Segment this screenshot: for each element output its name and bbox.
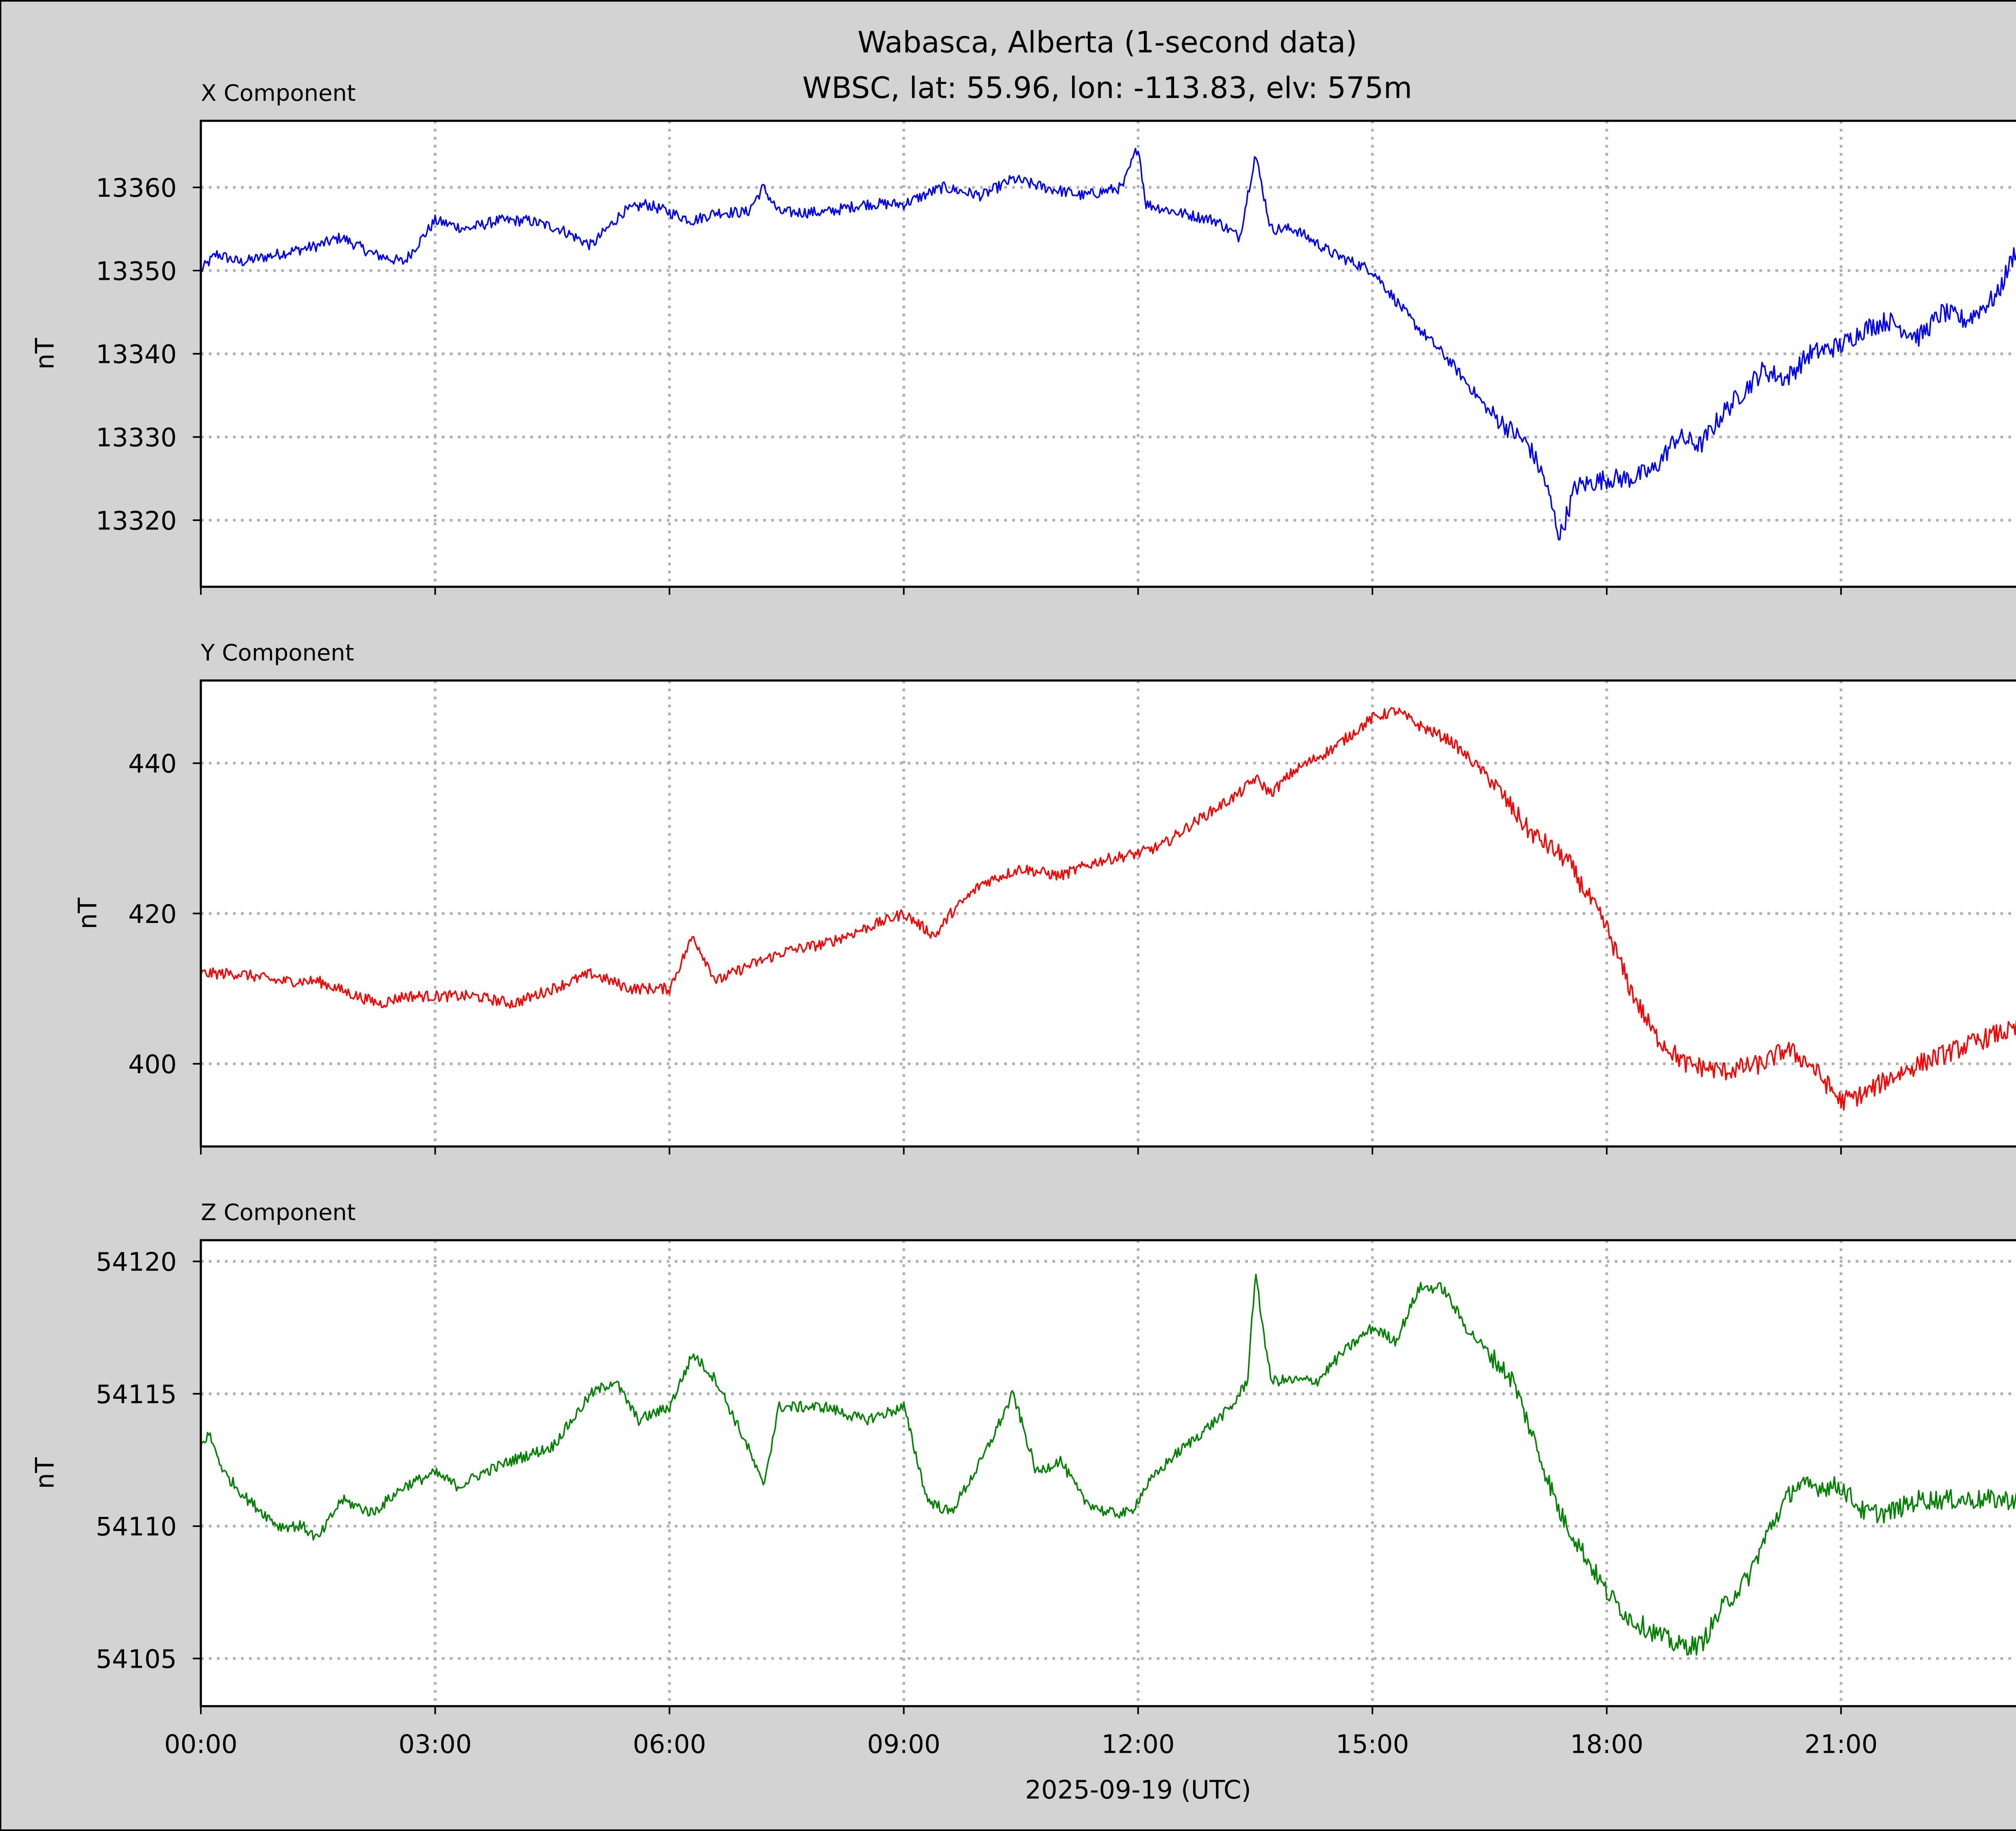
panel-1: 400 420 440 Y Component nT [73,640,2016,1155]
panel-title: Y Component [200,640,354,666]
y-tick-label: 13350 [96,256,177,286]
x-tick-label: 12:00 [1102,1729,1175,1759]
series-line [200,148,2016,541]
series-line [200,1273,2016,1656]
x-tick-label: 15:00 [1336,1729,1409,1759]
x-tick-label: 21:00 [1804,1729,1878,1759]
x-tick-label: 00:00 [164,1729,237,1759]
plot-frame [200,1239,2016,1708]
plot-area [201,1240,2016,1706]
y-tick-label: 440 [128,749,177,779]
y-tick-label: 13340 [96,340,177,369]
x-axis-label: 2025-09-19 (UTC) [1025,1775,1251,1805]
plot-frame [200,679,2016,1148]
y-tick-label: 54115 [96,1379,177,1409]
y-axis-label: nT [30,1457,60,1489]
y-axis-label: nT [73,898,102,929]
panel-2: 54105 54110 54115 54120 Z Component nT 00:00 03… [30,1200,2016,1759]
figure-title-line1: Wabasca, Alberta (1-second data) [858,25,1357,60]
y-tick-label: 13330 [96,423,177,452]
y-tick-label: 54105 [96,1644,177,1674]
y-tick-label: 400 [128,1050,177,1079]
y-tick-label: 13320 [96,506,177,535]
x-tick-label: 03:00 [398,1729,472,1759]
figure-title-line2: WBSC, lat: 55.96, lon: -113.83, elv: 575… [802,71,1412,105]
panel-title: X Component [201,80,356,106]
panel-title: Z Component [201,1200,356,1226]
y-tick-label: 420 [128,899,177,929]
series-line [200,707,2016,1111]
panel-0: 13320 13330 13340 13350 13360 X Component nT [30,80,2016,595]
y-axis-label: nT [30,338,60,370]
x-tick-label: 18:00 [1570,1729,1643,1759]
y-tick-label: 54110 [96,1512,177,1541]
y-tick-label: 13360 [96,173,177,203]
plot-frame [200,119,2016,588]
x-tick-label: 06:00 [633,1729,706,1759]
x-tick-label: 09:00 [867,1729,941,1759]
y-tick-label: 54120 [96,1247,177,1277]
